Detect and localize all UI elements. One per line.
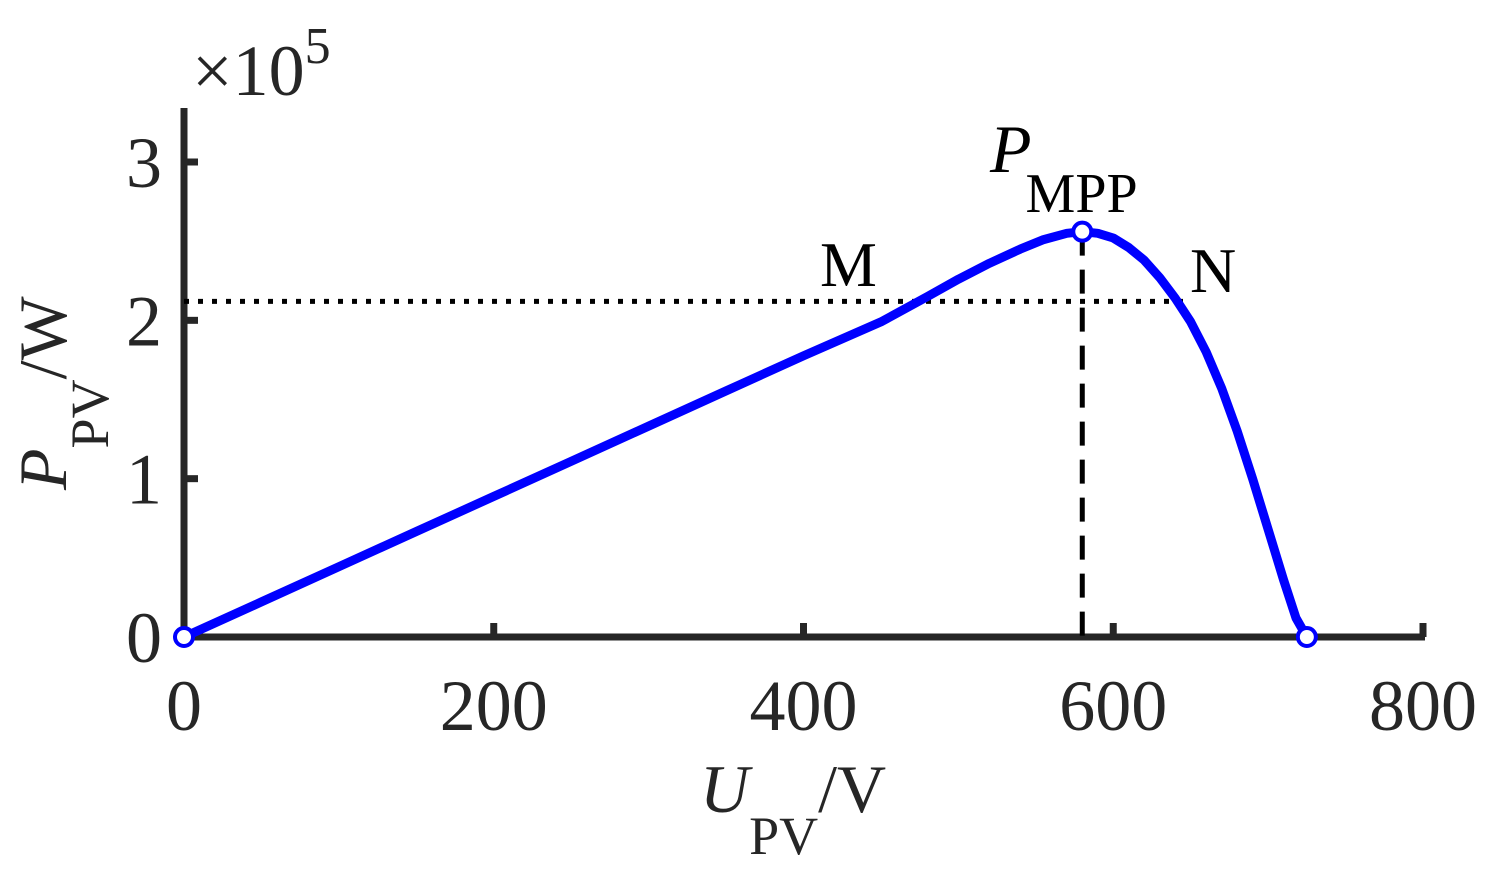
x-axis-label-unit: /V [818, 751, 886, 827]
y-multiplier-prefix: ×10 [192, 31, 305, 111]
series-layer [179, 227, 1312, 642]
y-tick-label: 2 [126, 281, 162, 361]
y-axis-label-sub: PV [60, 379, 120, 448]
x-tick-label: 800 [1369, 666, 1477, 746]
x-axis-label-sub: PV [749, 806, 818, 866]
y-tick-label: 3 [126, 123, 162, 203]
mpp-annotation-sub: MPP [1026, 163, 1138, 225]
y-multiplier: ×105 [192, 18, 331, 111]
marker-mpp [1071, 220, 1094, 243]
x-tick-label: 400 [750, 666, 858, 746]
ticks-layer: 0 200 400 600 800 0 1 2 3 [126, 123, 1477, 746]
point-n-label: N [1190, 235, 1236, 306]
marker-origin [173, 626, 195, 648]
markers-layer [173, 220, 1318, 648]
reference-lines [184, 231, 1191, 637]
x-tick-label: 600 [1059, 666, 1167, 746]
x-axis-label-main: U [700, 751, 753, 827]
x-axis-label: UPV/V [700, 751, 886, 866]
y-tick-label: 1 [126, 440, 162, 520]
marker-voc [1295, 626, 1318, 648]
mpp-annotation-main: P [989, 111, 1032, 187]
y-axis-label-main: P [5, 448, 81, 491]
x-tick-label: 0 [166, 666, 202, 746]
y-axis-label-unit: /W [5, 296, 81, 380]
mpp-annotation: P MPP [989, 111, 1138, 225]
y-axis-label: PPV/W [5, 296, 120, 491]
pv-curve-line [179, 227, 1312, 642]
y-tick-label: 0 [126, 598, 162, 678]
point-m-label: M [820, 229, 877, 300]
x-tick-label: 200 [440, 666, 548, 746]
y-multiplier-exponent: 5 [305, 18, 331, 75]
